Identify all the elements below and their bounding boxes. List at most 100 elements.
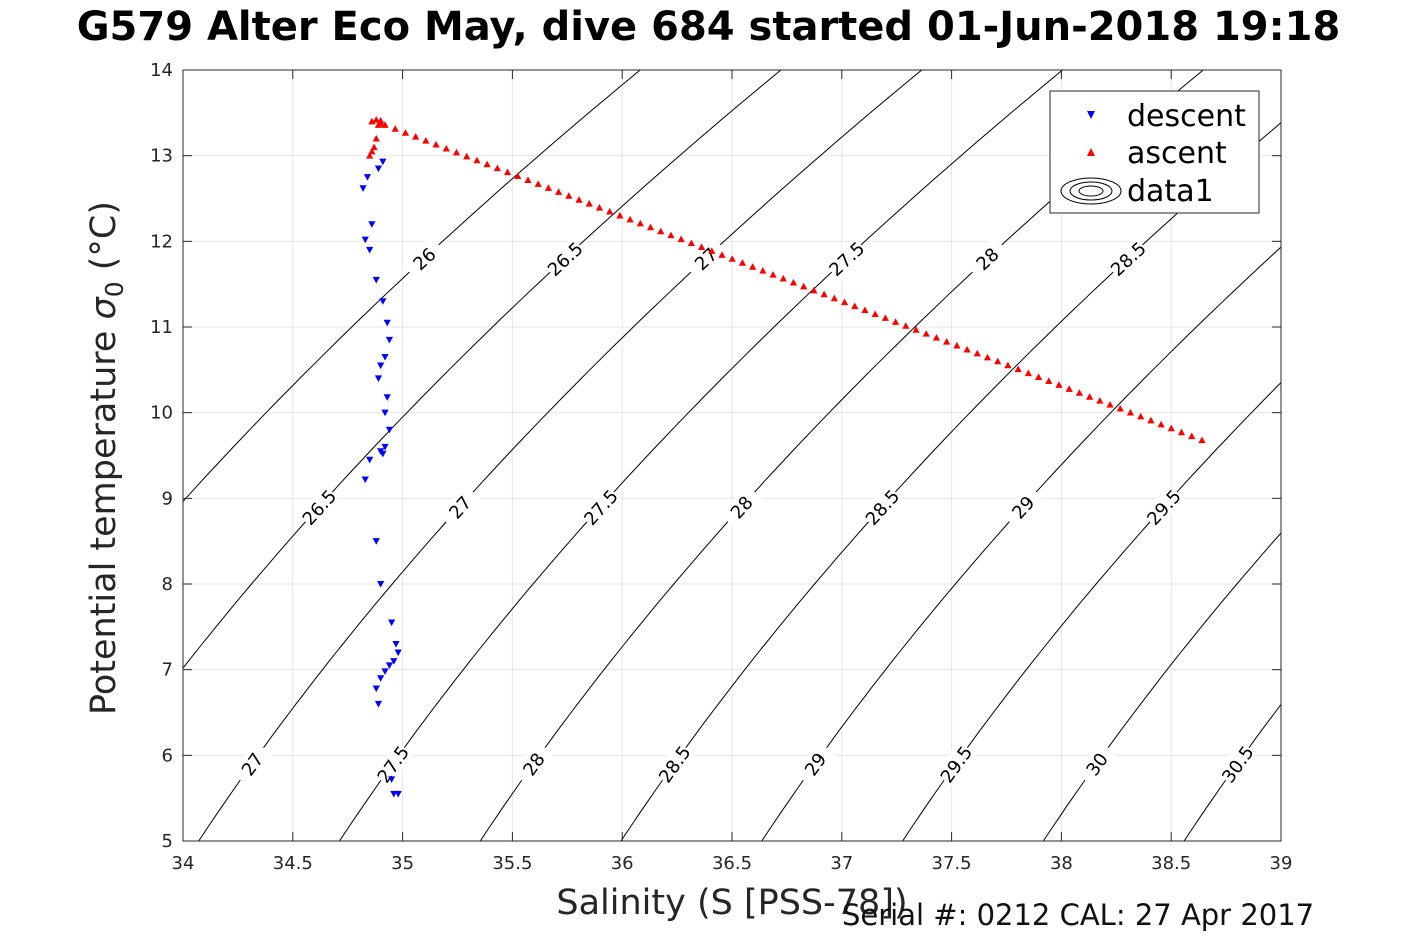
descent-point (377, 581, 385, 588)
contour-label-bg (683, 236, 728, 281)
ascent-point (401, 129, 410, 136)
ascent-point (657, 227, 665, 235)
descent-point (381, 353, 389, 361)
ascent-point (1147, 416, 1155, 424)
ascent-point (1034, 373, 1043, 381)
descent-point (377, 675, 385, 682)
y-tick-label: 13 (150, 146, 173, 167)
x-tick-label: 38 (1050, 853, 1073, 874)
contour-line (902, 381, 1281, 841)
ascent-series (366, 116, 1206, 444)
ascent-point (840, 298, 849, 306)
x-tick-label: 36 (611, 853, 634, 874)
ascent-point (1024, 369, 1032, 377)
ascent-point (769, 270, 777, 278)
y-tick-label: 11 (150, 317, 173, 338)
contour-label-bg (935, 741, 977, 787)
y-axis-ticks: 5 6 7 8 9 10 11 12 13 14 (150, 60, 1281, 852)
ascent-point (963, 345, 971, 353)
descent-point (388, 619, 396, 627)
descent-point (361, 476, 369, 484)
serial-footer: Serial #: 0212 CAL: 27 Apr 2017 (842, 898, 1315, 932)
ascent-point (820, 290, 828, 298)
ascent-point (381, 121, 389, 128)
contour-label-bg (371, 741, 414, 787)
contour-label-bg (231, 741, 273, 787)
ascent-point (861, 306, 869, 314)
ascent-point (789, 278, 798, 286)
x-tick-label: 35.5 (492, 853, 532, 874)
ascent-point (810, 286, 818, 294)
ascent-point (544, 184, 553, 191)
chart-title: G579 Alter Eco May, dive 684 started 01-… (76, 4, 1341, 50)
descent-point (379, 450, 387, 458)
x-tick-label: 35 (391, 853, 414, 874)
x-tick-label: 36.5 (712, 853, 752, 874)
descent-point (388, 776, 396, 783)
contour-label-bg (542, 236, 587, 281)
ascent-point (473, 156, 481, 164)
contour-line (338, 70, 1064, 841)
descent-point (372, 538, 380, 545)
descent-point (385, 662, 394, 669)
y-tick-label: 7 (162, 660, 173, 681)
contour-label-bg (438, 484, 482, 530)
x-axis-label: Salinity (S [PSS-78]) (556, 883, 907, 923)
ascent-point (646, 223, 655, 231)
contour-label-bg (297, 484, 341, 530)
ascent-point (503, 168, 512, 176)
y-tick-label: 10 (150, 403, 173, 424)
ascent-point (708, 247, 716, 254)
descent-point (379, 298, 387, 305)
contour-label-bg (512, 741, 554, 787)
ascent-point (493, 164, 501, 172)
y-axis-label-sub: 0 (100, 281, 129, 297)
ascent-point (575, 196, 583, 203)
ascent-point (1086, 393, 1094, 400)
y-tick-label: 9 (162, 488, 173, 509)
ascent-point (483, 160, 491, 168)
contour-label-bg (1216, 741, 1258, 787)
ascent-point (452, 148, 461, 156)
descent-point (390, 658, 398, 665)
descent-point (392, 640, 400, 648)
ascent-point (892, 318, 900, 325)
ascent-point (1137, 412, 1145, 420)
ascent-point (1106, 401, 1114, 408)
descent-point (368, 221, 376, 228)
contour-line (1042, 532, 1281, 841)
x-tick-label: 37 (830, 853, 853, 874)
ascent-point (677, 235, 685, 243)
y-tick-label: 8 (162, 574, 173, 595)
ascent-point (565, 192, 573, 199)
contour-line (1183, 703, 1281, 841)
descent-point (385, 336, 394, 344)
y-axis-label-unit: (°C) (84, 201, 124, 270)
contour-line (183, 70, 782, 669)
ascent-point (1167, 424, 1175, 432)
ascent-point (871, 310, 879, 317)
contour-label-bg (401, 236, 447, 281)
ascent-point (555, 188, 563, 195)
ascent-point (1126, 408, 1135, 416)
contour-label-bg (1141, 484, 1186, 530)
ascent-point (368, 117, 376, 125)
contour-label-bg (824, 236, 869, 281)
ascent-point (800, 282, 808, 290)
legend-descent-marker (1087, 111, 1095, 119)
ascent-point (983, 353, 992, 361)
ascent-point (370, 143, 378, 151)
legend-descent-label: descent (1127, 99, 1246, 134)
ascent-point (377, 119, 385, 127)
ascent-point (943, 337, 951, 345)
descent-point (394, 790, 402, 798)
ascent-point (953, 341, 961, 349)
descent-point (361, 236, 369, 244)
ascent-point (902, 322, 910, 329)
x-tick-label: 34.5 (273, 853, 313, 874)
descent-point (374, 165, 383, 173)
contour-label-bg (794, 741, 836, 787)
ascent-point (881, 314, 889, 321)
ascent-point (728, 255, 736, 262)
ascent-point (1116, 404, 1124, 412)
